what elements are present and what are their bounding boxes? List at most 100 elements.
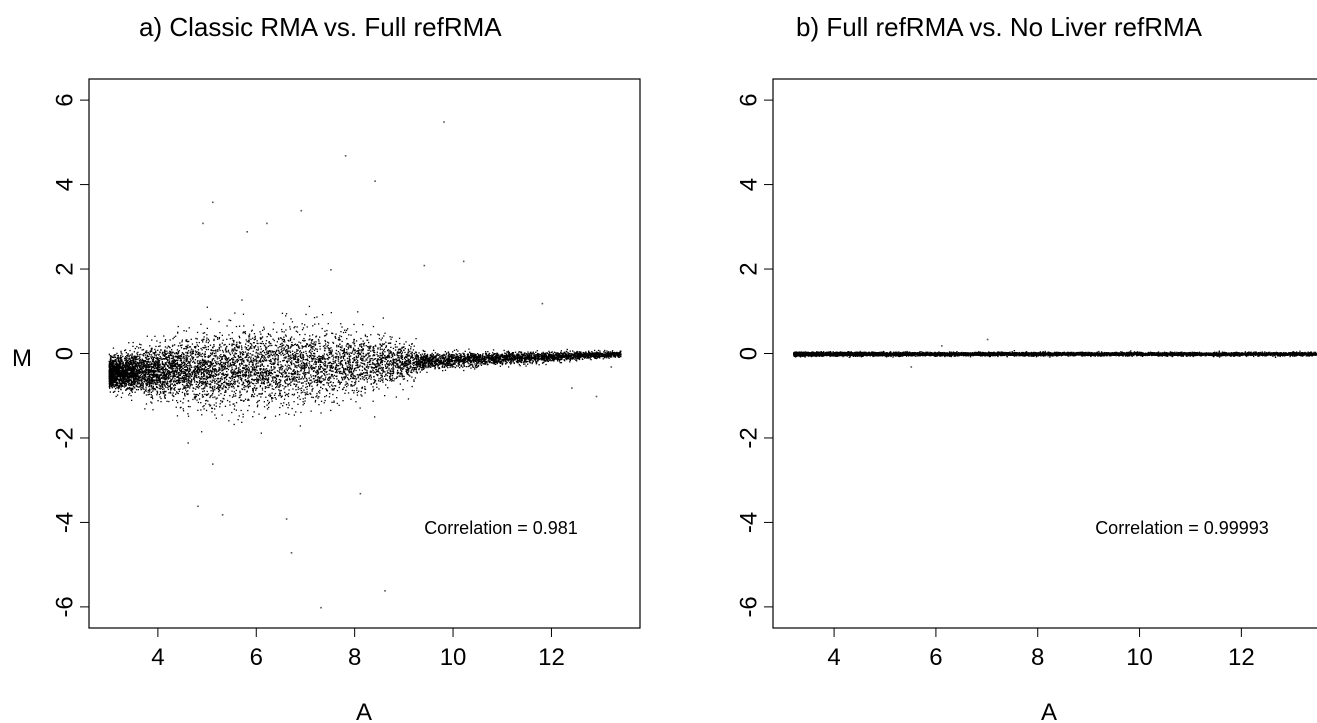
data-point xyxy=(207,365,209,367)
data-point xyxy=(217,387,219,389)
data-point xyxy=(462,359,464,361)
data-point xyxy=(186,359,188,361)
data-point xyxy=(114,360,116,362)
data-point xyxy=(320,365,323,368)
data-point xyxy=(147,363,149,366)
data-point xyxy=(358,380,360,382)
data-point xyxy=(183,369,185,371)
data-point xyxy=(118,365,121,367)
data-point xyxy=(274,352,277,355)
data-point xyxy=(526,355,529,357)
data-point xyxy=(203,387,206,389)
data-point xyxy=(200,353,202,355)
data-point xyxy=(395,396,397,398)
data-point xyxy=(280,349,282,351)
data-point xyxy=(396,376,398,378)
data-point xyxy=(355,355,357,357)
data-point xyxy=(343,378,346,380)
data-point xyxy=(282,374,284,376)
data-point xyxy=(599,352,601,354)
data-point xyxy=(126,376,128,378)
data-point xyxy=(404,364,406,367)
data-point xyxy=(319,368,321,370)
data-point xyxy=(212,396,214,399)
data-point xyxy=(182,398,185,400)
data-point xyxy=(410,346,412,348)
data-point xyxy=(163,381,165,383)
data-point xyxy=(295,361,297,363)
data-point xyxy=(476,366,479,368)
data-point xyxy=(215,352,217,354)
data-point xyxy=(325,347,327,349)
data-point xyxy=(296,376,298,379)
data-point xyxy=(191,380,193,382)
data-point xyxy=(255,362,257,365)
data-point xyxy=(222,381,225,384)
data-point xyxy=(192,349,194,351)
data-point xyxy=(225,374,228,376)
data-point xyxy=(182,381,184,383)
data-point xyxy=(270,354,272,356)
data-point xyxy=(255,360,257,362)
data-point xyxy=(249,342,251,345)
data-point xyxy=(134,363,136,365)
data-point xyxy=(334,385,336,387)
data-point xyxy=(134,377,136,380)
data-point xyxy=(418,359,420,362)
data-point xyxy=(544,357,546,359)
data-point xyxy=(168,352,170,354)
data-point xyxy=(261,371,263,374)
data-point xyxy=(112,366,114,368)
data-point xyxy=(224,366,226,368)
data-point xyxy=(331,363,333,365)
data-point xyxy=(552,352,554,355)
data-point xyxy=(248,374,250,376)
data-point xyxy=(455,361,457,363)
data-point xyxy=(361,343,363,345)
data-point xyxy=(446,364,448,366)
data-point xyxy=(225,390,227,392)
data-point xyxy=(309,361,311,363)
data-point xyxy=(145,361,147,363)
data-point xyxy=(122,385,124,388)
data-point xyxy=(329,348,331,350)
data-point xyxy=(459,359,461,361)
data-point xyxy=(563,351,565,353)
data-point xyxy=(390,360,392,362)
data-point xyxy=(352,349,354,351)
data-point xyxy=(444,351,446,353)
data-point xyxy=(600,355,602,357)
data-point xyxy=(163,382,165,384)
data-point xyxy=(237,379,239,381)
data-point xyxy=(353,392,355,394)
data-point xyxy=(304,394,307,396)
data-point xyxy=(217,363,220,365)
data-point xyxy=(616,351,618,354)
data-point xyxy=(263,357,265,359)
data-point xyxy=(172,361,174,363)
data-point xyxy=(504,355,506,357)
data-point xyxy=(294,373,296,375)
data-point xyxy=(291,360,293,362)
data-point xyxy=(196,351,198,353)
data-point xyxy=(334,356,337,358)
data-point xyxy=(171,366,173,368)
data-point xyxy=(262,343,264,345)
data-point xyxy=(441,354,444,356)
data-point xyxy=(238,375,240,377)
data-point xyxy=(135,368,137,371)
data-point xyxy=(270,350,272,352)
data-point xyxy=(327,379,329,381)
data-point xyxy=(460,357,463,359)
data-point xyxy=(458,363,460,365)
data-point xyxy=(114,365,116,368)
data-point xyxy=(251,371,253,373)
data-point xyxy=(356,358,358,360)
data-point xyxy=(198,398,201,400)
data-point xyxy=(243,325,245,327)
data-point xyxy=(158,393,161,396)
data-point xyxy=(209,361,211,363)
data-point xyxy=(516,361,518,364)
data-point xyxy=(318,357,320,359)
data-point xyxy=(316,381,318,384)
